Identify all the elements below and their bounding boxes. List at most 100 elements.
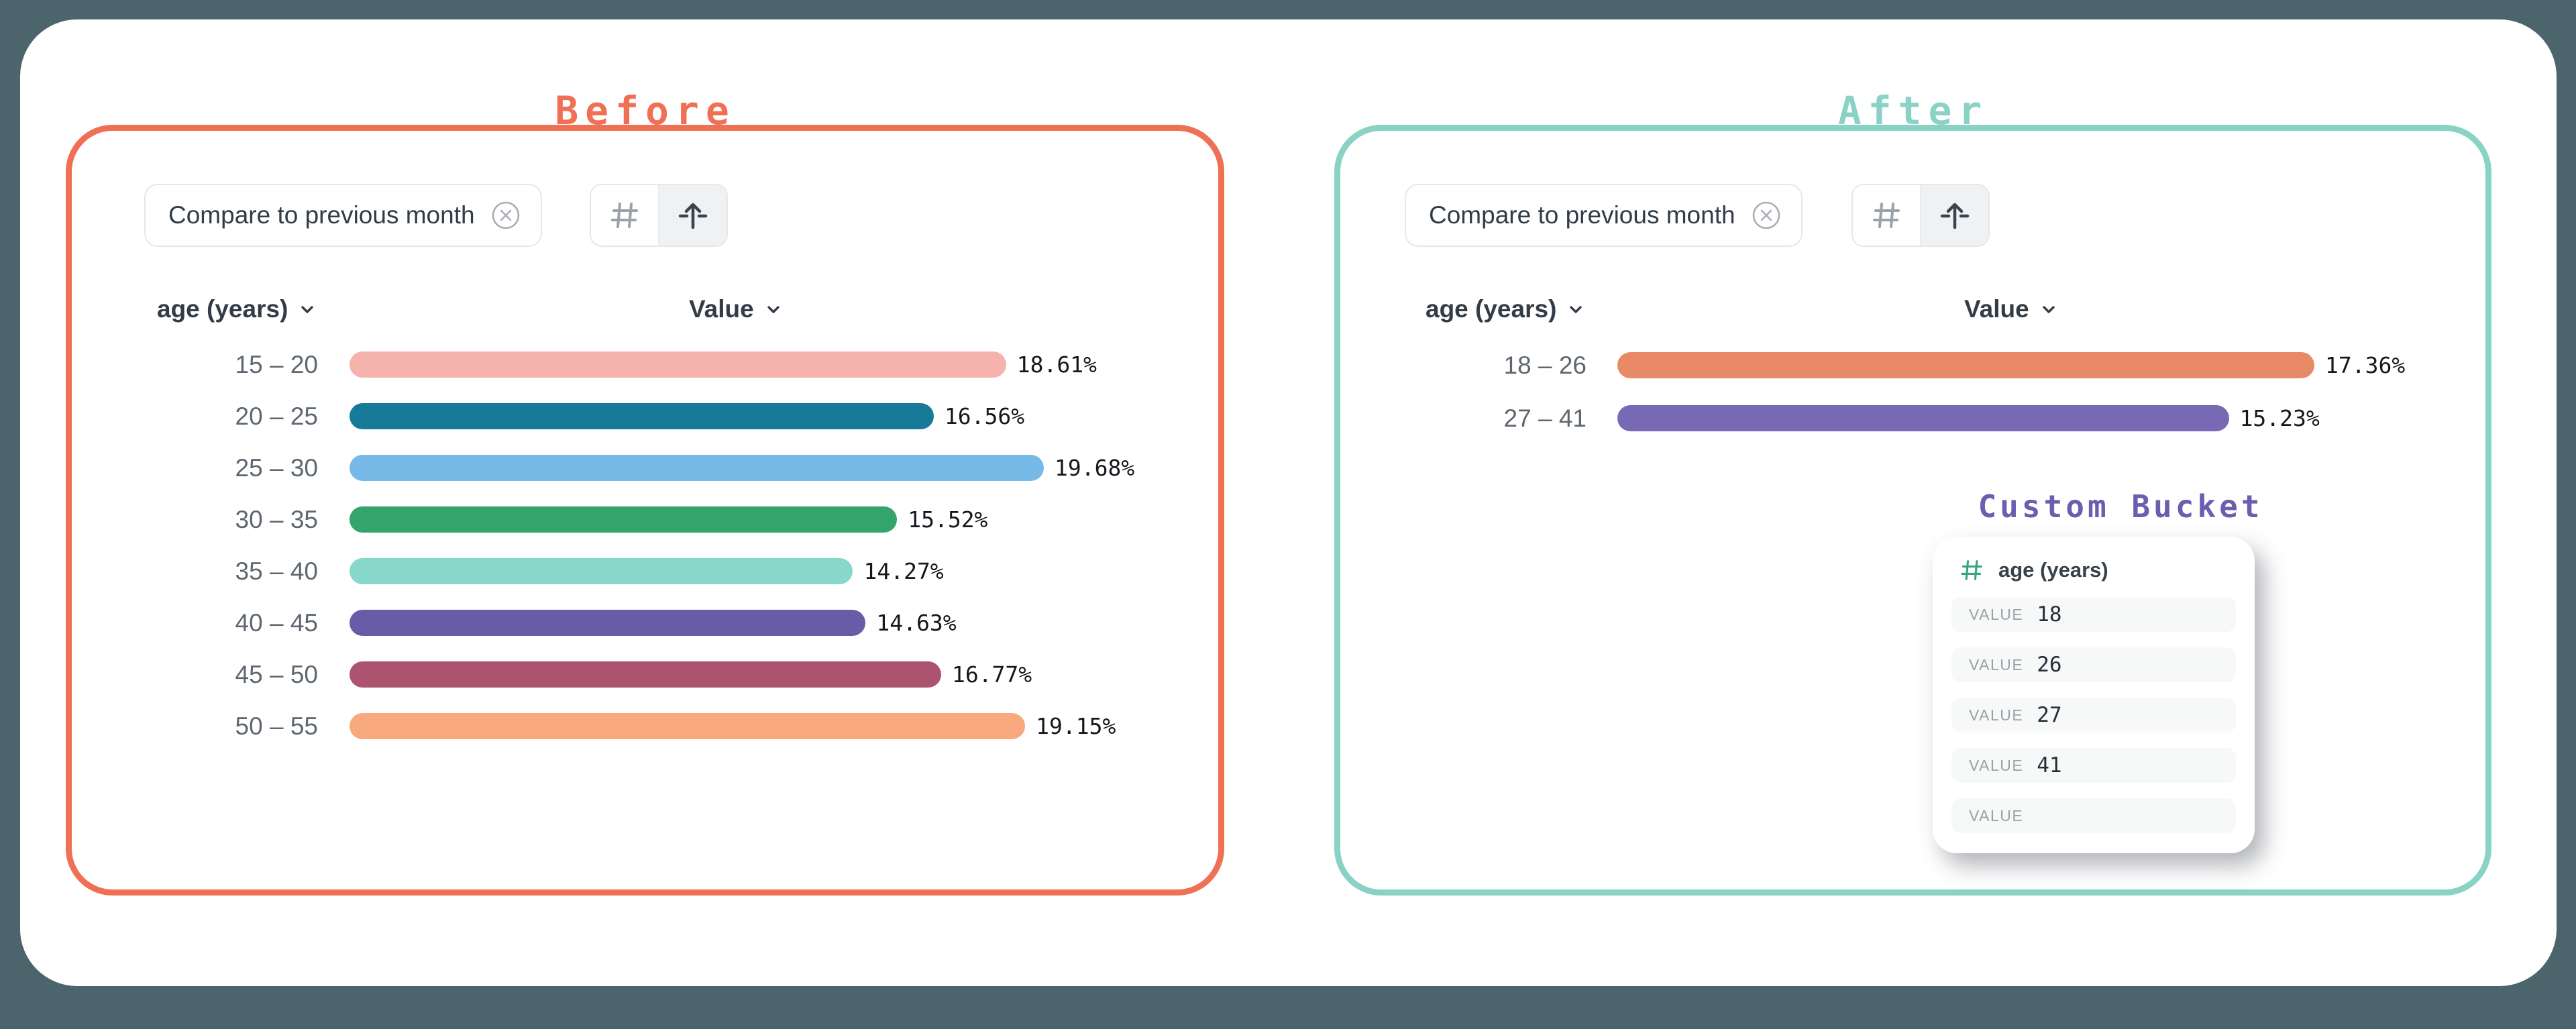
bar-track: 19.68% bbox=[350, 455, 1134, 481]
numeric-view-button[interactable] bbox=[1853, 185, 1920, 246]
bar[interactable] bbox=[350, 661, 941, 688]
value-field-label: VALUE bbox=[1969, 605, 2024, 623]
bar-row: 25 – 30 19.68% bbox=[72, 442, 1218, 494]
bar-row: 35 – 40 14.27% bbox=[72, 545, 1218, 597]
value-label: 19.15% bbox=[1036, 713, 1116, 739]
chevron-down-icon bbox=[2040, 301, 2057, 318]
numeric-view-button[interactable] bbox=[591, 185, 658, 246]
category-label: 40 – 45 bbox=[235, 608, 318, 637]
custom-bucket-card: age (years) VALUE 18 VALUE 26 VALUE 27 V… bbox=[1933, 537, 2255, 853]
bucket-view-button[interactable] bbox=[1920, 185, 1988, 246]
bar-track: 16.56% bbox=[350, 403, 1044, 429]
bar-track: 19.15% bbox=[350, 713, 1116, 739]
view-toggle bbox=[590, 184, 728, 247]
arrow-up-from-line-icon bbox=[1939, 200, 1970, 231]
bucket-field-name: age (years) bbox=[1998, 558, 2108, 582]
bar[interactable] bbox=[350, 351, 1006, 378]
bar[interactable] bbox=[1617, 405, 2229, 431]
bar-row: 27 – 41 15.23% bbox=[1340, 392, 2485, 445]
value-label: 16.77% bbox=[951, 661, 1032, 688]
before-panel: Compare to previous month a bbox=[66, 125, 1224, 896]
category-label: 25 – 30 bbox=[235, 453, 318, 482]
filter-chip-label: Compare to previous month bbox=[1429, 201, 1735, 229]
bar[interactable] bbox=[1617, 352, 2314, 378]
after-panel: Compare to previous month a bbox=[1334, 125, 2491, 896]
value-header-label: Value bbox=[689, 295, 754, 323]
category-label: 35 – 40 bbox=[235, 557, 318, 585]
category-label: 15 – 20 bbox=[235, 350, 318, 378]
value-label: 14.27% bbox=[863, 558, 944, 584]
category-label: 27 – 41 bbox=[1503, 404, 1587, 432]
bar-track: 14.63% bbox=[350, 610, 1044, 636]
value-field-input[interactable]: 41 bbox=[2037, 753, 2062, 777]
remove-filter-icon[interactable] bbox=[1752, 201, 1781, 230]
filter-chip[interactable]: Compare to previous month bbox=[144, 184, 542, 247]
bar-track: 16.77% bbox=[350, 661, 1044, 688]
bucket-rows: VALUE 18 VALUE 26 VALUE 27 VALUE 41 VALU… bbox=[1933, 594, 2255, 833]
bar[interactable] bbox=[350, 610, 866, 636]
bar[interactable] bbox=[350, 455, 1044, 481]
value-label: 17.36% bbox=[2325, 352, 2406, 378]
bucket-value-row[interactable]: VALUE 27 bbox=[1951, 698, 2236, 733]
bar-row: 18 – 26 17.36% bbox=[1340, 339, 2485, 392]
bar[interactable] bbox=[350, 403, 934, 429]
value-header-label: Value bbox=[1964, 295, 2029, 323]
category-label: 20 – 25 bbox=[235, 402, 318, 430]
value-label: 19.68% bbox=[1055, 455, 1135, 481]
dimension-header-label: age (years) bbox=[157, 295, 288, 323]
bar-row: 45 – 50 16.77% bbox=[72, 649, 1218, 700]
value-field-label: VALUE bbox=[1969, 655, 2024, 673]
bar-row: 20 – 25 16.56% bbox=[72, 390, 1218, 442]
value-label: 14.63% bbox=[876, 610, 957, 636]
value-header[interactable]: Value bbox=[689, 290, 782, 328]
dimension-header[interactable]: age (years) bbox=[157, 290, 316, 328]
arrow-up-from-line-icon bbox=[678, 200, 708, 231]
bar[interactable] bbox=[350, 506, 898, 533]
category-label: 30 – 35 bbox=[235, 505, 318, 533]
chevron-down-icon bbox=[1567, 301, 1585, 318]
bar-row: 15 – 20 18.61% bbox=[72, 339, 1218, 390]
dimension-header[interactable]: age (years) bbox=[1426, 290, 1585, 328]
value-field-input[interactable]: 27 bbox=[2037, 703, 2062, 727]
value-field-input[interactable]: 26 bbox=[2037, 653, 2062, 677]
chevron-down-icon bbox=[299, 301, 316, 318]
bar[interactable] bbox=[350, 713, 1026, 739]
dimension-header-label: age (years) bbox=[1426, 295, 1557, 323]
bar-track: 15.52% bbox=[350, 506, 1044, 533]
bucket-value-row[interactable]: VALUE 18 bbox=[1951, 597, 2236, 632]
value-field-input[interactable]: 18 bbox=[2037, 602, 2062, 627]
bucket-value-row[interactable]: VALUE 41 bbox=[1951, 748, 2236, 783]
value-field-label: VALUE bbox=[1969, 806, 2024, 824]
bar-track: 15.23% bbox=[1617, 405, 2320, 431]
filter-chip-label: Compare to previous month bbox=[168, 201, 475, 229]
category-label: 50 – 55 bbox=[235, 712, 318, 740]
bucket-value-row[interactable]: VALUE bbox=[1951, 798, 2236, 833]
chevron-down-icon bbox=[765, 301, 782, 318]
value-field-label: VALUE bbox=[1969, 756, 2024, 774]
value-header[interactable]: Value bbox=[1964, 290, 2057, 328]
value-field-label: VALUE bbox=[1969, 706, 2024, 724]
category-label: 18 – 26 bbox=[1503, 351, 1587, 379]
bar-row: 50 – 55 19.15% bbox=[72, 700, 1218, 752]
bucket-value-row[interactable]: VALUE 26 bbox=[1951, 647, 2236, 682]
bucket-view-button[interactable] bbox=[658, 185, 727, 246]
bar-row: 30 – 35 15.52% bbox=[72, 494, 1218, 545]
filter-chip[interactable]: Compare to previous month bbox=[1405, 184, 1803, 247]
custom-bucket-title: Custom Bucket bbox=[1978, 488, 2263, 525]
bar-chart-before: 15 – 20 18.61% 20 – 25 16.56% 25 – 30 19… bbox=[72, 339, 1218, 752]
bar-track: 18.61% bbox=[350, 351, 1097, 378]
value-label: 18.61% bbox=[1016, 351, 1097, 378]
category-label: 45 – 50 bbox=[235, 660, 318, 688]
value-label: 15.52% bbox=[908, 506, 988, 533]
bar-track: 17.36% bbox=[1617, 352, 2405, 378]
value-label: 16.56% bbox=[944, 403, 1025, 429]
hash-icon bbox=[609, 200, 640, 231]
view-toggle bbox=[1851, 184, 1990, 247]
value-label: 15.23% bbox=[2239, 405, 2320, 431]
bar-track: 14.27% bbox=[350, 558, 1044, 584]
bar[interactable] bbox=[350, 558, 853, 584]
hash-icon bbox=[1871, 200, 1902, 231]
remove-filter-icon[interactable] bbox=[491, 201, 521, 230]
content-card: Before After Compare to previous month bbox=[20, 19, 2557, 986]
